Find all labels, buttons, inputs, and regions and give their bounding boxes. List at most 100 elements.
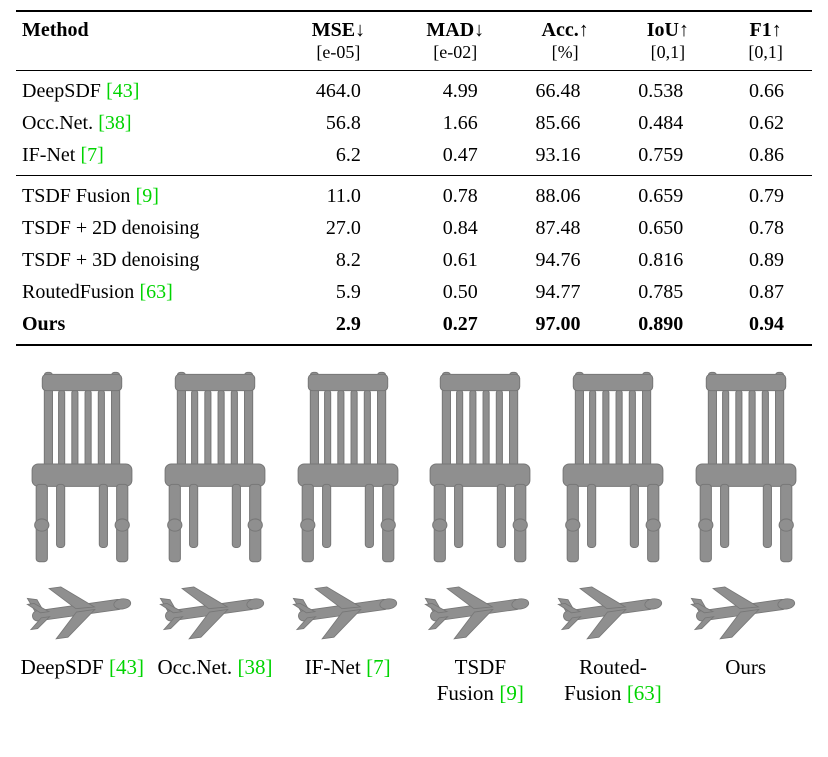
mse-cell: 27.0 <box>325 216 361 239</box>
iou-cell: 0.890 <box>638 312 684 335</box>
table-row-occnet: Occ.Net. [38] 56.8 1.66 85.66 0.484 0.62 <box>16 107 812 139</box>
fig-col-tsdf-fusion: TSDF Fusion [9] <box>414 364 547 707</box>
mad-cell: 1.66 <box>442 111 478 134</box>
chair-render <box>429 371 531 562</box>
iou-cell: 0.538 <box>638 79 684 102</box>
chair-render <box>164 371 266 562</box>
mad-cell: 0.50 <box>442 280 478 303</box>
mad-cell: 0.78 <box>442 184 478 207</box>
airplane-render <box>423 576 533 643</box>
fig-col-occnet: Occ.Net. [38] <box>149 364 282 707</box>
method-name: TSDF + 3D denoising <box>22 248 200 271</box>
fig-label: IF-Net [7] <box>304 654 391 679</box>
acc-cell: 87.48 <box>535 216 581 239</box>
method-name: Occ.Net. <box>22 111 94 134</box>
fig-col-deepsdf: DeepSDF [43] <box>16 364 149 707</box>
citation-link[interactable]: [63] <box>626 680 662 705</box>
method-cell: TSDF + 3D denoising <box>16 244 280 276</box>
table-row-routedfusion: RoutedFusion [63] 5.9 0.50 94.77 0.785 0.… <box>16 276 812 308</box>
col-header-method: Method <box>16 11 280 70</box>
fig-col-ifnet: IF-Net [7] <box>281 364 414 707</box>
chair-render <box>297 371 399 562</box>
mse-cell: 5.9 <box>335 280 361 303</box>
mse-cell: 464.0 <box>315 79 361 102</box>
airplane-render <box>688 576 799 643</box>
col-header-iou: IoU↑ [0,1] <box>646 19 689 62</box>
chair-render <box>695 371 797 562</box>
f1-cell: 0.66 <box>749 79 784 102</box>
fig-label: Routed- Fusion [63] <box>564 654 662 705</box>
table-row-ifnet: IF-Net [7] 6.2 0.47 93.16 0.759 0.86 <box>16 139 812 176</box>
citation-link[interactable]: [63] <box>139 280 173 303</box>
airplane-render <box>158 576 268 643</box>
f1-cell: 0.78 <box>749 216 784 239</box>
table-row-deepsdf: DeepSDF [43] 464.0 4.99 66.48 0.538 0.66 <box>16 70 812 107</box>
col-header-mad: MAD↓ [e-02] <box>426 19 485 62</box>
table-row-tsdf-2d: TSDF + 2D denoising 27.0 0.84 87.48 0.65… <box>16 212 812 244</box>
acc-cell: 85.66 <box>535 111 581 134</box>
iou-cell: 0.650 <box>638 216 684 239</box>
acc-cell: 97.00 <box>535 312 581 335</box>
fig-label: DeepSDF [43] <box>20 654 144 679</box>
fig-label: Occ.Net. [38] <box>157 654 273 679</box>
f1-cell: 0.62 <box>749 111 784 134</box>
iou-cell: 0.759 <box>638 143 684 166</box>
citation-link[interactable]: [38] <box>98 111 132 134</box>
iou-cell: 0.785 <box>638 280 684 303</box>
method-cell: TSDF Fusion [9] <box>16 175 280 212</box>
mse-cell: 8.2 <box>335 248 361 271</box>
table-header-row: Method MSE↓ [e-05] MAD↓ [e-02] Acc.↑ [%]… <box>16 11 812 70</box>
mse-cell: 56.8 <box>325 111 361 134</box>
citation-link[interactable]: [9] <box>499 680 524 705</box>
acc-cell: 88.06 <box>535 184 581 207</box>
method-name: RoutedFusion <box>22 280 135 303</box>
method-name: IF-Net <box>22 143 76 166</box>
iou-cell: 0.659 <box>638 184 684 207</box>
fig-label: TSDF Fusion [9] <box>436 654 524 705</box>
method-name: TSDF + 2D denoising <box>22 216 200 239</box>
col-header-f1: F1↑ [0,1] <box>748 19 783 62</box>
fig-label: Ours <box>725 654 767 679</box>
method-cell: Ours <box>16 308 280 345</box>
chair-render <box>31 371 133 562</box>
f1-cell: 0.94 <box>749 312 784 335</box>
qualitative-comparison-figure: DeepSDF [43] Occ.Net. [38] IF-Net [7] <box>16 364 812 707</box>
airplane-render <box>290 576 401 643</box>
method-cell: DeepSDF [43] <box>16 70 280 107</box>
citation-link[interactable]: [38] <box>237 654 273 679</box>
airplane-render <box>25 576 135 643</box>
citation-link[interactable]: [43] <box>106 79 140 102</box>
f1-cell: 0.86 <box>749 143 784 166</box>
fig-col-routedfusion: Routed- Fusion [63] <box>547 364 680 707</box>
mad-cell: 0.27 <box>442 312 478 335</box>
citation-link[interactable]: [7] <box>366 654 391 679</box>
airplane-render <box>556 576 666 643</box>
f1-cell: 0.89 <box>749 248 784 271</box>
method-cell: IF-Net [7] <box>16 139 280 176</box>
method-name: DeepSDF <box>22 79 101 102</box>
f1-cell: 0.79 <box>749 184 784 207</box>
results-table: Method MSE↓ [e-05] MAD↓ [e-02] Acc.↑ [%]… <box>16 10 812 346</box>
citation-link[interactable]: [43] <box>108 654 144 679</box>
acc-cell: 66.48 <box>535 79 581 102</box>
col-header-acc: Acc.↑ [%] <box>541 19 589 62</box>
table-row-ours: Ours 2.9 0.27 97.00 0.890 0.94 <box>16 308 812 345</box>
figure-panel: Method MSE↓ [e-05] MAD↓ [e-02] Acc.↑ [%]… <box>16 10 812 707</box>
chair-render <box>562 371 664 562</box>
mad-cell: 0.61 <box>442 248 478 271</box>
iou-cell: 0.484 <box>638 111 684 134</box>
acc-cell: 94.77 <box>535 280 581 303</box>
method-cell: Occ.Net. [38] <box>16 107 280 139</box>
table-row-tsdf-3d: TSDF + 3D denoising 8.2 0.61 94.76 0.816… <box>16 244 812 276</box>
f1-cell: 0.87 <box>749 280 784 303</box>
citation-link[interactable]: [7] <box>80 143 104 166</box>
method-name: Ours <box>22 312 66 335</box>
mad-cell: 0.84 <box>442 216 478 239</box>
citation-link[interactable]: [9] <box>135 184 159 207</box>
col-header-method-label: Method <box>22 19 89 41</box>
fig-col-ours: Ours <box>679 364 812 707</box>
col-header-mse: MSE↓ [e-05] <box>311 19 366 62</box>
method-cell: RoutedFusion [63] <box>16 276 280 308</box>
mse-cell: 6.2 <box>335 143 361 166</box>
table-row-tsdf-fusion: TSDF Fusion [9] 11.0 0.78 88.06 0.659 0.7… <box>16 175 812 212</box>
